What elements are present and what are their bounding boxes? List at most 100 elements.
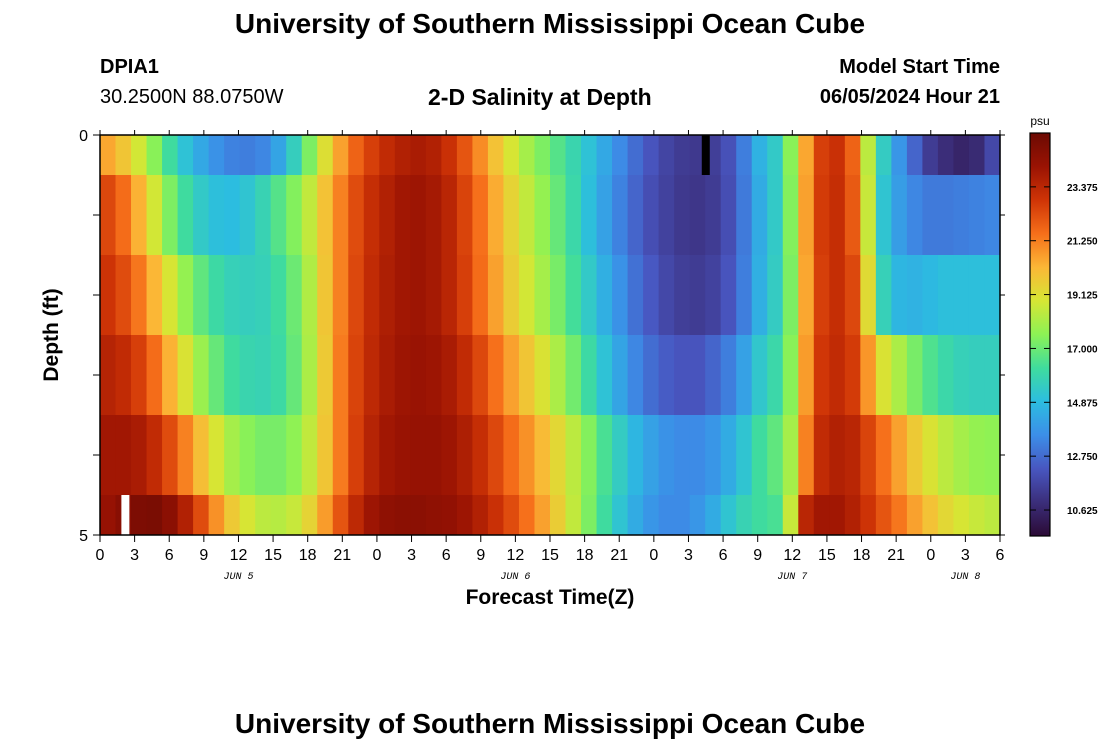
heatmap-cell — [472, 135, 489, 175]
heatmap-cell — [177, 175, 194, 255]
heatmap-cell — [177, 335, 194, 415]
heatmap-cell — [984, 335, 1001, 415]
heatmap-cell — [425, 255, 442, 335]
heatmap-cell — [937, 415, 955, 495]
heatmap-cell — [937, 255, 955, 335]
heatmap-cell — [425, 135, 442, 175]
colorbar-tick-label: 19.125 — [1067, 291, 1098, 302]
heatmap-cell — [115, 335, 132, 415]
heatmap-cell — [875, 415, 892, 495]
heatmap-cell — [581, 415, 598, 495]
heatmap-cell — [317, 335, 334, 415]
heatmap-cell — [968, 135, 986, 175]
heatmap-cell — [394, 335, 411, 415]
heatmap-cell — [162, 135, 179, 175]
heatmap-cell — [301, 175, 318, 255]
heatmap-cell — [425, 415, 442, 495]
x-tick-label: 3 — [130, 547, 139, 564]
heatmap-cell — [767, 255, 784, 335]
heatmap-cell — [612, 175, 629, 255]
heatmap-cell — [224, 495, 241, 535]
date-label: JUN 6 — [500, 572, 530, 583]
heatmap-cell — [379, 495, 396, 535]
heatmap-cell — [394, 175, 411, 255]
heatmap-cell — [286, 495, 303, 535]
date-label: JUN 7 — [777, 572, 807, 583]
heatmap-cell — [922, 335, 939, 415]
heatmap-cell — [906, 175, 924, 255]
heatmap-cell — [968, 255, 986, 335]
heatmap-cell — [177, 415, 194, 495]
heatmap-cell — [922, 175, 939, 255]
heatmap-cell — [782, 415, 799, 495]
heatmap-cell — [689, 495, 706, 535]
heatmap-cell — [348, 335, 365, 415]
heatmap-cell — [674, 415, 691, 495]
x-tick-label: 0 — [372, 547, 381, 564]
data-marker — [121, 495, 130, 535]
heatmap-cell — [875, 175, 892, 255]
x-tick-label: 9 — [753, 547, 762, 564]
heatmap-cell — [193, 255, 210, 335]
heatmap-cell — [643, 255, 660, 335]
heatmap-cell — [550, 415, 567, 495]
heatmap-cell — [720, 335, 737, 415]
heatmap-cell — [658, 495, 675, 535]
heatmap-cell — [844, 175, 861, 255]
heatmap-cell — [782, 495, 799, 535]
heatmap-cell — [472, 495, 489, 535]
heatmap-cell — [224, 175, 241, 255]
heatmap-cell — [332, 415, 349, 495]
heatmap-cell — [627, 135, 644, 175]
heatmap-cell — [674, 135, 691, 175]
heatmap-cell — [255, 135, 272, 175]
heatmap-cell — [953, 495, 970, 535]
heatmap-cell — [487, 255, 505, 335]
heatmap-cell — [379, 335, 396, 415]
heatmap-cell — [146, 175, 163, 255]
heatmap-cell — [193, 135, 210, 175]
x-axis: 0 3 6 9 12 15 18 21 0 3 6 9 12 15 18 21 0 3 6 9 12 15 18 21 0 3 6 J… — [96, 130, 1005, 609]
heatmap-cell — [317, 135, 334, 175]
heatmap-cell — [100, 495, 117, 535]
heatmap-cell — [751, 415, 768, 495]
heatmap-cell — [565, 175, 582, 255]
heatmap-cell — [581, 495, 598, 535]
heatmap-cell — [689, 175, 706, 255]
heatmap-cell — [131, 415, 148, 495]
data-marker — [701, 135, 710, 175]
heatmap-cell — [270, 495, 287, 535]
heatmap-cell — [782, 255, 799, 335]
y-axis-title: Depth (ft) — [40, 288, 63, 381]
heatmap-cell — [363, 255, 380, 335]
heatmap-cells — [100, 135, 1001, 535]
heatmap-cell — [518, 415, 536, 495]
heatmap-cell — [705, 415, 722, 495]
heatmap-cell — [487, 495, 505, 535]
heatmap-cell — [984, 135, 1001, 175]
heatmap-cell — [162, 335, 179, 415]
colorbar-tick-label: 21.250 — [1067, 237, 1098, 248]
heatmap-cell — [643, 415, 660, 495]
heatmap-cell — [131, 335, 148, 415]
heatmap-cell — [720, 135, 737, 175]
heatmap-cell — [937, 175, 955, 255]
heatmap-cell — [255, 335, 272, 415]
heatmap-cell — [984, 255, 1001, 335]
heatmap-cell — [767, 335, 784, 415]
x-tick-label: 0 — [96, 547, 105, 564]
x-tick-label: 0 — [649, 547, 658, 564]
heatmap-cell — [270, 415, 287, 495]
heatmap-cell — [767, 175, 784, 255]
main-title: University of Southern Mississippi Ocean… — [234, 8, 866, 39]
heatmap-cell — [100, 135, 117, 175]
heatmap-cell — [705, 495, 722, 535]
salinity-chart: 0 3 6 9 12 15 18 21 0 3 6 9 12 15 18 21 0 3 6 9 12 15 18 21 0 3 6 J… — [40, 114, 1098, 609]
heatmap-cell — [131, 255, 148, 335]
heatmap-cell — [518, 335, 536, 415]
heatmap-cell — [674, 335, 691, 415]
heatmap-cell — [643, 135, 660, 175]
heatmap-cell — [131, 495, 148, 535]
heatmap-cell — [612, 255, 629, 335]
heatmap-cell — [627, 495, 644, 535]
